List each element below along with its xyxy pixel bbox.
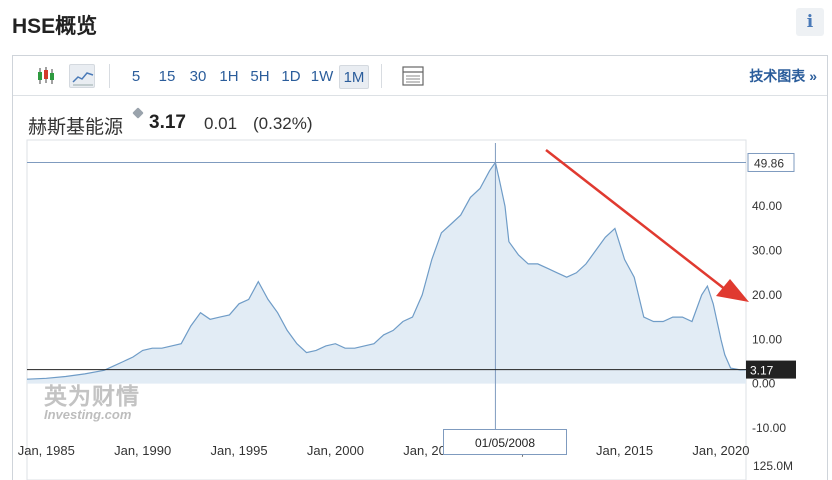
y-tick-label: 0.00 [752,377,776,391]
chart-panel: 5 15 30 1H 5H 1D 1W 1M 技术图表 » [12,55,828,480]
info-button[interactable]: i [796,8,824,36]
crosshair-value-box [747,152,795,172]
timeframe-1m[interactable]: 1M [339,65,369,89]
price-line [26,161,747,380]
logo-cn: 英为财情 [44,383,140,409]
current-price-tag [746,360,796,379]
tech-chart-link[interactable]: 技术图表 » [749,68,817,84]
stock-price: 3.17 [149,112,186,133]
crosshair-date-label: 01/05/2008 [443,429,567,455]
chart-toolbar: 5 15 30 1H 5H 1D 1W 1M 技术图表 » [13,56,827,96]
line-chart-icon[interactable] [69,64,95,88]
layout-icon[interactable] [400,64,426,88]
stock-name: 赫斯基能源 [28,117,124,138]
y-tick-label: 30.00 [752,244,782,258]
toolbar-divider [109,64,110,88]
y-tick-label: 40.00 [752,199,782,213]
x-tick-label: Jan, 1990 [114,443,171,458]
page-title: HSE概览 [12,15,98,38]
timeframe-1w[interactable]: 1W [310,68,334,85]
trend-arrow-head [716,279,749,302]
crosshair-value-label: 49.86 [754,156,784,170]
y-tick-label: -10.00 [752,421,786,435]
toolbar-divider [381,64,382,88]
current-price-label: 3.17 [750,364,774,378]
timeframe-5h[interactable]: 5H [250,68,270,85]
timeframe-1h[interactable]: 1H [219,68,239,85]
stock-change-percent: (0.32%) [253,114,313,133]
y-tick-label: 10.00 [752,332,782,346]
x-tick-label: Jan, 2000 [307,443,364,458]
timeframe-30[interactable]: 30 [189,68,207,85]
logo-en: Investing.com [44,407,132,422]
volume-label: 125.0M [753,459,793,473]
investing-logo: 英为财情 Investing.com [44,384,140,422]
timeframe-5[interactable]: 5 [131,68,141,85]
candlestick-icon[interactable] [33,64,59,88]
plot-area [26,139,747,480]
timeframe-1d[interactable]: 1D [281,68,301,85]
y-tick-label: 20.00 [752,288,782,302]
stock-change: 0.01 [204,114,238,133]
trend-arrow-shaft [545,149,727,291]
x-tick-label: Jan, 2020 [692,443,749,458]
timeframe-15[interactable]: 15 [158,68,176,85]
x-tick-label: Jan, 1995 [210,443,267,458]
x-tick-label: Jan, 1985 [18,443,75,458]
price-area-fill [27,162,746,384]
x-tick-label: Jan, 2015 [596,443,653,458]
